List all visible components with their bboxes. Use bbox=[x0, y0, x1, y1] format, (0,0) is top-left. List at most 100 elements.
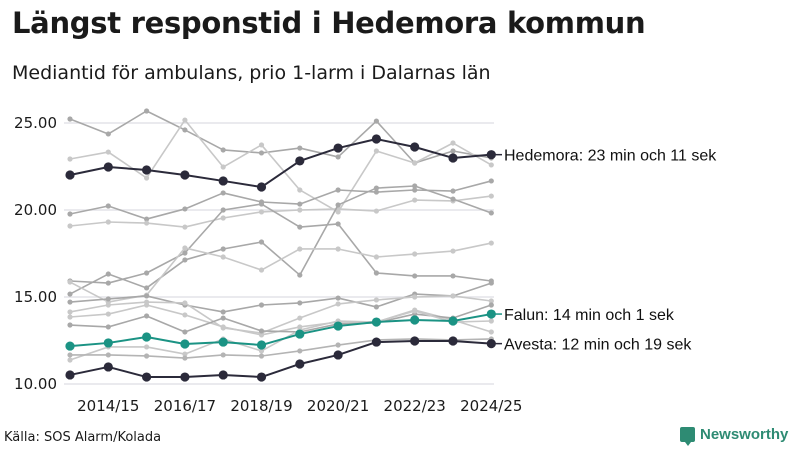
data-point bbox=[182, 329, 188, 335]
data-point bbox=[103, 362, 113, 372]
data-point bbox=[450, 188, 456, 194]
data-point bbox=[144, 216, 150, 222]
data-point bbox=[220, 352, 226, 358]
gray-series-line bbox=[67, 108, 494, 166]
data-point bbox=[335, 246, 341, 252]
brand-name: Newsworthy bbox=[700, 426, 789, 443]
data-point bbox=[105, 271, 111, 277]
highlighted-lines bbox=[65, 134, 496, 382]
data-point bbox=[220, 207, 226, 213]
data-point bbox=[412, 160, 418, 166]
data-point bbox=[488, 162, 494, 168]
data-point bbox=[144, 285, 150, 291]
data-point bbox=[258, 142, 265, 148]
series-line-avesta bbox=[65, 336, 496, 382]
data-point bbox=[297, 272, 303, 278]
data-point bbox=[67, 291, 73, 297]
data-point bbox=[297, 224, 303, 230]
data-point bbox=[142, 165, 152, 175]
data-point bbox=[144, 313, 150, 319]
data-point bbox=[220, 164, 226, 170]
y-tick-label: 10.00 bbox=[14, 375, 57, 393]
data-point bbox=[144, 270, 150, 276]
data-point bbox=[105, 203, 111, 209]
series-label-avesta: Avesta: 12 min och 19 sek bbox=[504, 337, 692, 354]
chart-title: Längst responstid i Hedemora kommun bbox=[12, 6, 646, 40]
data-point bbox=[182, 351, 188, 357]
data-point bbox=[488, 298, 494, 304]
data-point bbox=[373, 297, 379, 303]
data-point bbox=[450, 273, 456, 279]
data-point bbox=[450, 196, 456, 202]
data-point bbox=[450, 140, 456, 146]
gray-series-line bbox=[67, 302, 494, 335]
data-point bbox=[105, 296, 111, 302]
data-point bbox=[67, 352, 73, 358]
data-point bbox=[258, 150, 265, 156]
data-point bbox=[373, 270, 379, 276]
x-tick-label: 2020/21 bbox=[307, 397, 369, 415]
data-point bbox=[256, 372, 267, 382]
data-point bbox=[105, 302, 111, 308]
line-chart: 25.00 20.00 15.00 10.00 2014/15 2016/17 2018/… bbox=[14, 108, 717, 415]
data-point bbox=[373, 254, 379, 260]
gray-series-line bbox=[67, 193, 494, 230]
data-point bbox=[412, 187, 418, 193]
data-point bbox=[297, 300, 303, 306]
data-point bbox=[297, 246, 303, 252]
data-point bbox=[67, 314, 73, 320]
data-point bbox=[410, 142, 420, 152]
data-point bbox=[488, 302, 494, 308]
data-point bbox=[105, 280, 111, 286]
data-point bbox=[180, 339, 190, 349]
data-point bbox=[144, 108, 150, 114]
data-point bbox=[65, 370, 75, 380]
data-point bbox=[142, 332, 152, 342]
data-point bbox=[297, 315, 303, 321]
gray-series-line bbox=[67, 117, 494, 215]
gray-series-line bbox=[67, 183, 494, 297]
data-point bbox=[373, 189, 379, 195]
data-point bbox=[65, 341, 75, 351]
data-point bbox=[182, 245, 188, 251]
data-point bbox=[297, 207, 303, 213]
data-point bbox=[371, 134, 381, 144]
data-point bbox=[103, 162, 113, 172]
data-point bbox=[450, 248, 456, 254]
data-point bbox=[144, 175, 150, 181]
data-point bbox=[220, 309, 226, 315]
data-point bbox=[371, 337, 381, 347]
data-point bbox=[258, 328, 265, 334]
data-point bbox=[220, 324, 226, 330]
chart-subtitle: Mediantid för ambulans, prio 1-larm i Da… bbox=[12, 62, 491, 84]
data-point bbox=[335, 342, 341, 348]
data-point bbox=[297, 201, 303, 207]
data-point bbox=[297, 348, 303, 354]
data-point bbox=[67, 116, 73, 122]
data-point bbox=[182, 206, 188, 212]
data-point bbox=[182, 257, 188, 263]
x-tick-label: 2022/23 bbox=[384, 397, 446, 415]
data-point bbox=[258, 201, 265, 207]
data-point bbox=[182, 117, 188, 123]
data-point bbox=[258, 348, 265, 354]
x-tick-label: 2014/15 bbox=[77, 397, 139, 415]
x-axis-ticks: 2014/15 2016/17 2018/19 2020/21 2022/23 2024/… bbox=[77, 397, 522, 415]
data-point bbox=[182, 224, 188, 230]
data-point bbox=[220, 147, 226, 153]
series-line-falun bbox=[65, 309, 496, 351]
data-point bbox=[258, 353, 265, 359]
data-point bbox=[448, 153, 458, 163]
gray-series-line bbox=[67, 178, 494, 222]
bar-chart-speech-icon bbox=[680, 427, 695, 446]
data-point bbox=[220, 254, 226, 260]
data-point bbox=[182, 355, 188, 361]
data-point bbox=[65, 170, 75, 180]
data-point bbox=[297, 145, 303, 151]
newsworthy-logo: Newsworthy bbox=[680, 426, 789, 446]
data-point bbox=[103, 338, 113, 348]
data-point bbox=[144, 220, 150, 226]
data-point bbox=[448, 316, 458, 326]
data-point bbox=[412, 308, 418, 314]
data-point bbox=[218, 176, 228, 186]
